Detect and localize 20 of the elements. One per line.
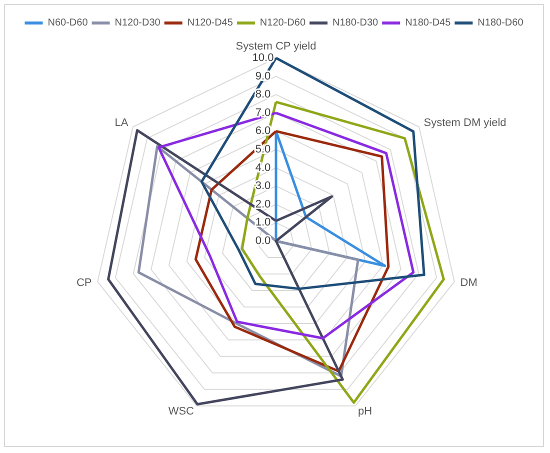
spoke-label: WSC (168, 405, 194, 418)
y-tick-label: 0.0 (255, 235, 271, 247)
y-tick-label: 8.0 (255, 88, 271, 101)
spoke-label: DM (460, 277, 478, 290)
legend-label: N180-D30 (332, 18, 379, 28)
y-tick-label: 10.0 (252, 52, 274, 64)
y-tick-label: 1.0 (255, 216, 271, 229)
spoke-label: CP (76, 277, 92, 290)
legend-label: N180-D60 (478, 18, 524, 28)
y-tick-label: 7.0 (255, 106, 271, 119)
legend-label: N120-D60 (260, 18, 306, 28)
spoke-label: LA (114, 117, 129, 130)
legend-label: N120-D30 (114, 18, 161, 28)
y-tick-label: 2.0 (255, 198, 271, 210)
spoke-label: System DM yield (424, 117, 506, 130)
legend-label: N180-D45 (405, 18, 452, 28)
spoke-label: System CP yield (236, 40, 316, 52)
legend-label: N60-D60 (48, 18, 88, 28)
spoke-label: pH (358, 405, 372, 418)
legend-label: N120-D45 (187, 18, 234, 28)
